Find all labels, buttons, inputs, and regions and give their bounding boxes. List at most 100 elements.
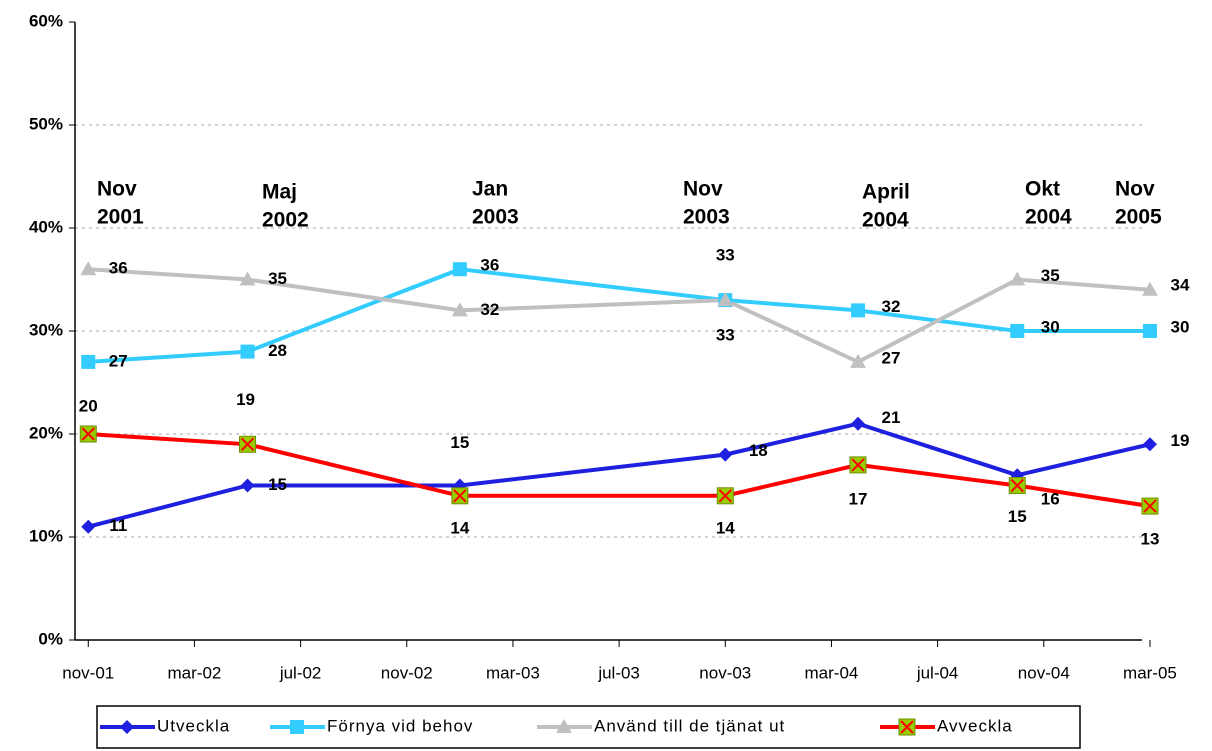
data-label: 32 bbox=[882, 297, 901, 316]
marker bbox=[716, 487, 734, 505]
marker bbox=[1142, 437, 1157, 452]
legend-label: Avveckla bbox=[937, 716, 1013, 735]
x-tick-label: nov-03 bbox=[699, 663, 751, 682]
data-label: 30 bbox=[1171, 317, 1190, 336]
y-tick-label: 50% bbox=[29, 114, 63, 133]
data-label: 14 bbox=[450, 518, 469, 537]
marker bbox=[1141, 281, 1158, 296]
data-label: 27 bbox=[882, 348, 901, 367]
legend-label: Förnya vid behov bbox=[327, 716, 473, 735]
data-label: 11 bbox=[109, 516, 127, 535]
annotation: 2005 bbox=[1115, 206, 1162, 229]
marker bbox=[849, 353, 866, 368]
annotation: 2004 bbox=[1025, 206, 1072, 229]
marker bbox=[1010, 324, 1025, 338]
marker bbox=[80, 261, 97, 276]
marker bbox=[850, 416, 865, 431]
annotation: April bbox=[862, 181, 910, 204]
data-label: 15 bbox=[1008, 507, 1027, 526]
marker-cross bbox=[453, 489, 467, 503]
y-tick-label: 30% bbox=[29, 320, 63, 339]
data-label: 36 bbox=[109, 259, 128, 278]
marker-cross bbox=[1143, 499, 1157, 513]
y-tick-label: 10% bbox=[29, 526, 63, 545]
annotation: Jan bbox=[472, 178, 508, 201]
legend-marker bbox=[556, 719, 572, 733]
legend-label: Använd till de tjänat ut bbox=[594, 716, 785, 735]
data-label: 35 bbox=[1041, 266, 1060, 285]
marker bbox=[239, 271, 256, 286]
data-label: 20 bbox=[79, 396, 98, 415]
annotation: 2001 bbox=[97, 206, 144, 229]
marker-cross bbox=[81, 427, 95, 441]
data-label: 16 bbox=[1041, 490, 1060, 509]
annotation: Nov bbox=[1115, 178, 1155, 201]
data-label: 28 bbox=[268, 341, 287, 360]
marker bbox=[81, 519, 96, 534]
x-tick-label: jul-02 bbox=[279, 663, 322, 682]
annotation: Maj bbox=[262, 181, 297, 204]
annotation: 2004 bbox=[862, 209, 909, 232]
marker bbox=[451, 302, 468, 317]
marker bbox=[240, 344, 255, 359]
x-tick-label: mar-03 bbox=[486, 663, 540, 682]
marker bbox=[239, 435, 257, 453]
annotation: 2003 bbox=[472, 206, 519, 229]
data-label: 32 bbox=[480, 300, 499, 319]
data-label: 27 bbox=[109, 351, 128, 370]
x-tick-label: mar-02 bbox=[168, 663, 222, 682]
data-label: 19 bbox=[1171, 431, 1190, 450]
marker-cross bbox=[718, 489, 732, 503]
legend-label: Utveckla bbox=[157, 716, 230, 735]
marker bbox=[1142, 324, 1157, 338]
x-tick-label: nov-04 bbox=[1018, 663, 1070, 682]
marker bbox=[79, 425, 97, 443]
data-label: 30 bbox=[1041, 317, 1060, 336]
x-tick-label: jul-03 bbox=[597, 663, 640, 682]
marker bbox=[717, 292, 734, 307]
x-tick-label: nov-01 bbox=[62, 663, 114, 682]
marker bbox=[452, 262, 467, 277]
marker-cross bbox=[1010, 478, 1024, 493]
x-tick-label: mar-05 bbox=[1123, 663, 1177, 682]
data-label: 33 bbox=[716, 326, 735, 345]
data-label: 15 bbox=[268, 475, 287, 494]
marker bbox=[240, 478, 255, 493]
annotation: 2002 bbox=[262, 209, 309, 232]
annotation: 2003 bbox=[683, 206, 730, 229]
y-tick-label: 20% bbox=[29, 423, 63, 442]
y-tick-label: 40% bbox=[29, 217, 63, 236]
data-label: 19 bbox=[236, 390, 255, 409]
marker bbox=[849, 456, 867, 474]
data-label: 35 bbox=[268, 269, 287, 288]
data-label: 36 bbox=[480, 256, 499, 275]
legend-marker-cross bbox=[900, 720, 914, 734]
y-tick-label: 0% bbox=[38, 629, 63, 648]
y-tick-label: 60% bbox=[29, 11, 63, 30]
marker-cross bbox=[240, 437, 255, 452]
data-label: 34 bbox=[1171, 275, 1190, 294]
annotation: Nov bbox=[97, 178, 137, 201]
marker bbox=[451, 487, 469, 505]
annotation: Nov bbox=[683, 178, 723, 201]
x-tick-label: jul-04 bbox=[916, 663, 959, 682]
data-label: 17 bbox=[849, 489, 868, 508]
marker bbox=[1141, 497, 1159, 515]
data-label: 21 bbox=[882, 408, 901, 427]
legend-marker bbox=[120, 720, 134, 734]
data-label: 18 bbox=[749, 441, 768, 460]
marker bbox=[1008, 477, 1026, 494]
marker bbox=[850, 303, 865, 318]
marker bbox=[81, 354, 96, 369]
x-tick-label: nov-02 bbox=[381, 663, 433, 682]
data-label: 13 bbox=[1141, 530, 1160, 549]
marker bbox=[1009, 271, 1026, 286]
data-label: 14 bbox=[716, 518, 735, 537]
x-tick-label: mar-04 bbox=[805, 663, 859, 682]
annotation: Okt bbox=[1025, 178, 1060, 201]
data-label: 33 bbox=[716, 246, 735, 265]
marker bbox=[718, 447, 733, 462]
legend-marker bbox=[290, 720, 304, 734]
marker-cross bbox=[851, 458, 865, 472]
